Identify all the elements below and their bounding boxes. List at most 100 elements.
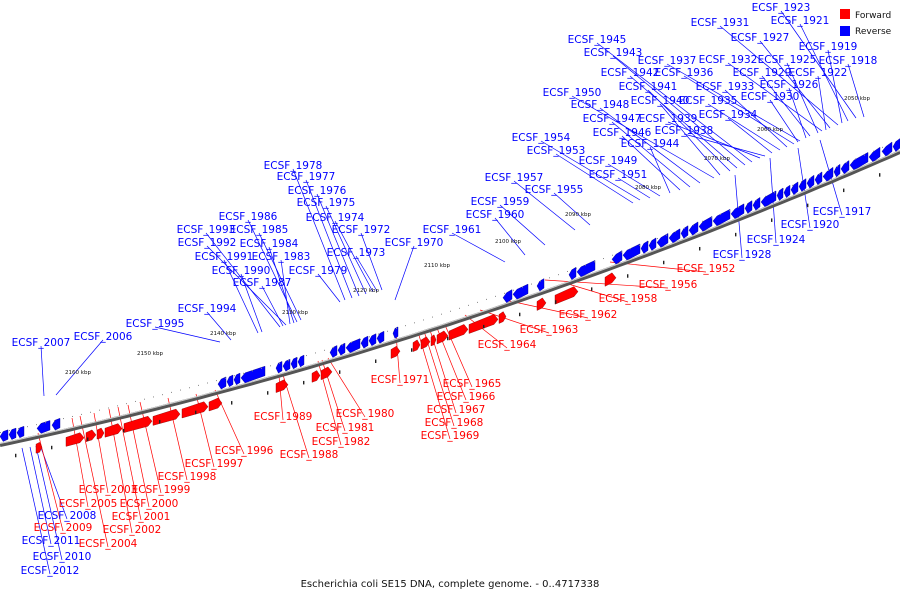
- forward-gene-arrow[interactable]: [320, 366, 333, 380]
- reverse-gene-arrow[interactable]: [226, 374, 234, 387]
- gene-label-ecsf-1962[interactable]: ECSF_1962: [559, 309, 618, 321]
- reverse-gene-arrow[interactable]: [806, 174, 815, 189]
- forward-gene-arrow[interactable]: [181, 401, 209, 419]
- reverse-gene-arrow[interactable]: [640, 240, 649, 254]
- forward-gene-arrow[interactable]: [436, 330, 449, 345]
- reverse-gene-arrow[interactable]: [392, 326, 399, 339]
- gene-label-ecsf-1969[interactable]: ECSF_1969: [421, 430, 480, 442]
- reverse-gene-arrow[interactable]: [822, 166, 834, 182]
- reverse-gene-arrow[interactable]: [798, 178, 807, 192]
- reverse-gene-arrow[interactable]: [51, 418, 61, 431]
- forward-gene-arrow[interactable]: [390, 345, 401, 359]
- gene-label-ecsf-1974[interactable]: ECSF_1974: [306, 212, 365, 224]
- reverse-gene-arrow[interactable]: [611, 250, 623, 265]
- gene-label-ecsf-1928[interactable]: ECSF_1928: [713, 249, 772, 261]
- reverse-gene-arrow[interactable]: [712, 208, 731, 227]
- gene-label-ecsf-1984[interactable]: ECSF_1984: [240, 238, 299, 250]
- reverse-gene-arrow[interactable]: [656, 233, 669, 248]
- reverse-gene-arrow[interactable]: [576, 260, 596, 278]
- gene-label-ecsf-1930[interactable]: ECSF_1930: [741, 91, 800, 103]
- gene-label-ecsf-1986[interactable]: ECSF_1986: [219, 211, 278, 223]
- gene-label-ecsf-2008[interactable]: ECSF_2008: [38, 510, 97, 522]
- forward-gene-arrow[interactable]: [311, 370, 321, 383]
- reverse-gene-arrow[interactable]: [0, 429, 9, 442]
- reverse-gene-arrow[interactable]: [783, 184, 791, 198]
- forward-gene-arrow[interactable]: [604, 272, 617, 287]
- gene-label-ecsf-1931[interactable]: ECSF_1931: [691, 17, 750, 29]
- forward-gene-arrow[interactable]: [420, 336, 431, 350]
- gene-label-ecsf-2002[interactable]: ECSF_2002: [103, 524, 162, 536]
- reverse-gene-arrow[interactable]: [680, 225, 689, 239]
- reverse-gene-arrow[interactable]: [16, 426, 25, 439]
- gene-label-ecsf-1970[interactable]: ECSF_1970: [385, 237, 444, 249]
- gene-label-ecsf-1932[interactable]: ECSF_1932: [699, 54, 758, 66]
- reverse-gene-arrow[interactable]: [536, 278, 545, 292]
- reverse-gene-arrow[interactable]: [840, 160, 850, 175]
- gene-label-ecsf-1958[interactable]: ECSF_1958: [599, 293, 658, 305]
- gene-label-ecsf-1982[interactable]: ECSF_1982: [312, 436, 371, 448]
- gene-label-ecsf-1956[interactable]: ECSF_1956: [639, 279, 698, 291]
- reverse-gene-arrow[interactable]: [833, 163, 841, 178]
- gene-label-ecsf-1924[interactable]: ECSF_1924: [747, 234, 806, 246]
- gene-label-ecsf-1965[interactable]: ECSF_1965: [443, 378, 502, 390]
- gene-label-ecsf-1937[interactable]: ECSF_1937: [638, 55, 697, 67]
- forward-gene-arrow[interactable]: [448, 324, 469, 341]
- gene-label-ecsf-1979[interactable]: ECSF_1979: [289, 265, 348, 277]
- gene-label-ecsf-1980[interactable]: ECSF_1980: [336, 408, 395, 420]
- reverse-gene-arrow[interactable]: [345, 338, 361, 354]
- reverse-gene-arrow[interactable]: [233, 372, 241, 386]
- gene-label-ecsf-1941[interactable]: ECSF_1941: [619, 81, 678, 93]
- gene-label-ecsf-1946[interactable]: ECSF_1946: [593, 127, 652, 139]
- reverse-gene-arrow[interactable]: [881, 141, 893, 157]
- reverse-gene-arrow[interactable]: [275, 361, 283, 374]
- gene-label-ecsf-2005[interactable]: ECSF_2005: [59, 498, 118, 510]
- gene-label-ecsf-2006[interactable]: ECSF_2006: [74, 331, 133, 343]
- reverse-gene-arrow[interactable]: [760, 190, 777, 208]
- gene-label-ecsf-1938[interactable]: ECSF_1938: [655, 125, 714, 137]
- forward-gene-arrow[interactable]: [275, 379, 289, 393]
- gene-label-ecsf-1990[interactable]: ECSF_1990: [212, 265, 271, 277]
- gene-label-ecsf-1997[interactable]: ECSF_1997: [185, 458, 244, 470]
- gene-label-ecsf-1936[interactable]: ECSF_1936: [655, 67, 714, 79]
- reverse-gene-arrow[interactable]: [36, 420, 51, 434]
- forward-gene-arrow[interactable]: [152, 408, 181, 426]
- reverse-gene-arrow[interactable]: [217, 376, 227, 390]
- gene-label-ecsf-1972[interactable]: ECSF_1972: [332, 224, 391, 236]
- reverse-gene-arrow[interactable]: [814, 171, 823, 186]
- gene-label-ecsf-1920[interactable]: ECSF_1920: [781, 219, 840, 231]
- gene-label-ecsf-1918[interactable]: ECSF_1918: [819, 55, 878, 67]
- forward-gene-arrow[interactable]: [498, 311, 507, 324]
- reverse-gene-arrow[interactable]: [892, 138, 900, 152]
- gene-label-ecsf-1988[interactable]: ECSF_1988: [280, 449, 339, 461]
- forward-gene-arrow[interactable]: [554, 286, 579, 305]
- gene-label-ecsf-1991[interactable]: ECSF_1991: [195, 251, 254, 263]
- gene-label-ecsf-1923[interactable]: ECSF_1923: [752, 2, 811, 14]
- forward-gene-arrow[interactable]: [412, 339, 421, 352]
- reverse-gene-arrow[interactable]: [744, 200, 753, 214]
- gene-label-ecsf-1957[interactable]: ECSF_1957: [485, 172, 544, 184]
- gene-label-ecsf-2000[interactable]: ECSF_2000: [120, 498, 179, 510]
- gene-label-ecsf-1973[interactable]: ECSF_1973: [327, 247, 386, 259]
- gene-label-ecsf-1925[interactable]: ECSF_1925: [758, 54, 817, 66]
- gene-label-ecsf-1976[interactable]: ECSF_1976: [288, 185, 347, 197]
- gene-label-ecsf-1959[interactable]: ECSF_1959: [471, 196, 530, 208]
- gene-label-ecsf-1951[interactable]: ECSF_1951: [589, 169, 648, 181]
- gene-label-ecsf-1963[interactable]: ECSF_1963: [520, 324, 579, 336]
- gene-label-ecsf-1998[interactable]: ECSF_1998: [158, 471, 217, 483]
- forward-gene-arrow[interactable]: [104, 423, 123, 438]
- reverse-gene-arrow[interactable]: [282, 358, 291, 372]
- reverse-gene-arrow[interactable]: [297, 354, 305, 368]
- gene-label-ecsf-1947[interactable]: ECSF_1947: [583, 113, 642, 125]
- gene-label-ecsf-1939[interactable]: ECSF_1939: [639, 113, 698, 125]
- reverse-gene-arrow[interactable]: [698, 216, 713, 232]
- gene-label-ecsf-1933[interactable]: ECSF_1933: [696, 81, 755, 93]
- gene-label-ecsf-1999[interactable]: ECSF_1999: [132, 484, 191, 496]
- forward-gene-arrow[interactable]: [208, 397, 223, 412]
- gene-label-ecsf-1929[interactable]: ECSF_1929: [733, 67, 792, 79]
- gene-label-ecsf-1949[interactable]: ECSF_1949: [579, 155, 638, 167]
- forward-gene-arrow[interactable]: [96, 427, 105, 440]
- gene-label-ecsf-1927[interactable]: ECSF_1927: [731, 32, 790, 44]
- reverse-gene-arrow[interactable]: [730, 203, 745, 220]
- gene-label-ecsf-1968[interactable]: ECSF_1968: [425, 417, 484, 429]
- gene-label-ecsf-1992[interactable]: ECSF_1992: [178, 237, 237, 249]
